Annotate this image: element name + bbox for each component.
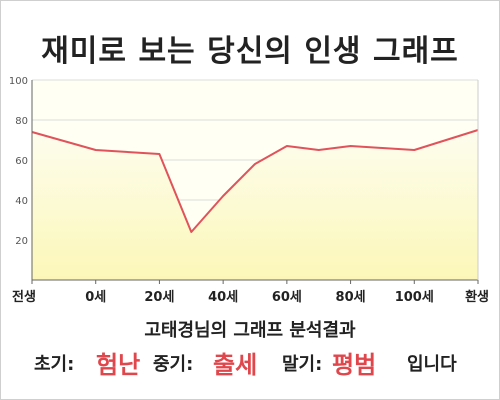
y-tick-label-100: 100 bbox=[9, 76, 28, 87]
x-tick-label-1: 0세 bbox=[85, 290, 106, 305]
area-fill bbox=[32, 130, 478, 280]
early-label: 초기: bbox=[34, 354, 75, 375]
late-value: 평범 bbox=[332, 351, 377, 379]
analysis-heading: 고태경님의 그래프 분석결과 bbox=[144, 320, 356, 341]
closing-text: 입니다 bbox=[407, 354, 457, 375]
x-tick-label-5: 80세 bbox=[336, 290, 366, 305]
y-tick-label-60: 60 bbox=[15, 156, 28, 167]
x-tick-label-6: 100세 bbox=[395, 290, 434, 305]
analysis-verdict: 초기: 험난 중기: 출세 말기: 평범 입니다 bbox=[0, 348, 500, 382]
early-value: 험난 bbox=[96, 351, 141, 379]
x-tick-label-7: 환생 bbox=[465, 289, 489, 305]
x-tick-label-2: 20세 bbox=[144, 290, 174, 305]
y-tick-label-80: 80 bbox=[15, 116, 28, 127]
middle-value: 출세 bbox=[213, 351, 258, 379]
page-title: 재미로 보는 당신의 인생 그래프 bbox=[41, 34, 459, 69]
y-tick-label-20: 20 bbox=[15, 236, 28, 247]
y-tick-label-40: 40 bbox=[15, 196, 28, 207]
x-tick-label-4: 60세 bbox=[272, 290, 302, 305]
series-line bbox=[31, 129, 479, 233]
late-label: 말기: bbox=[282, 354, 323, 375]
x-tick-label-0: 전생 bbox=[12, 289, 36, 305]
middle-label: 중기: bbox=[153, 354, 194, 375]
x-tick-label-3: 40세 bbox=[208, 290, 238, 305]
